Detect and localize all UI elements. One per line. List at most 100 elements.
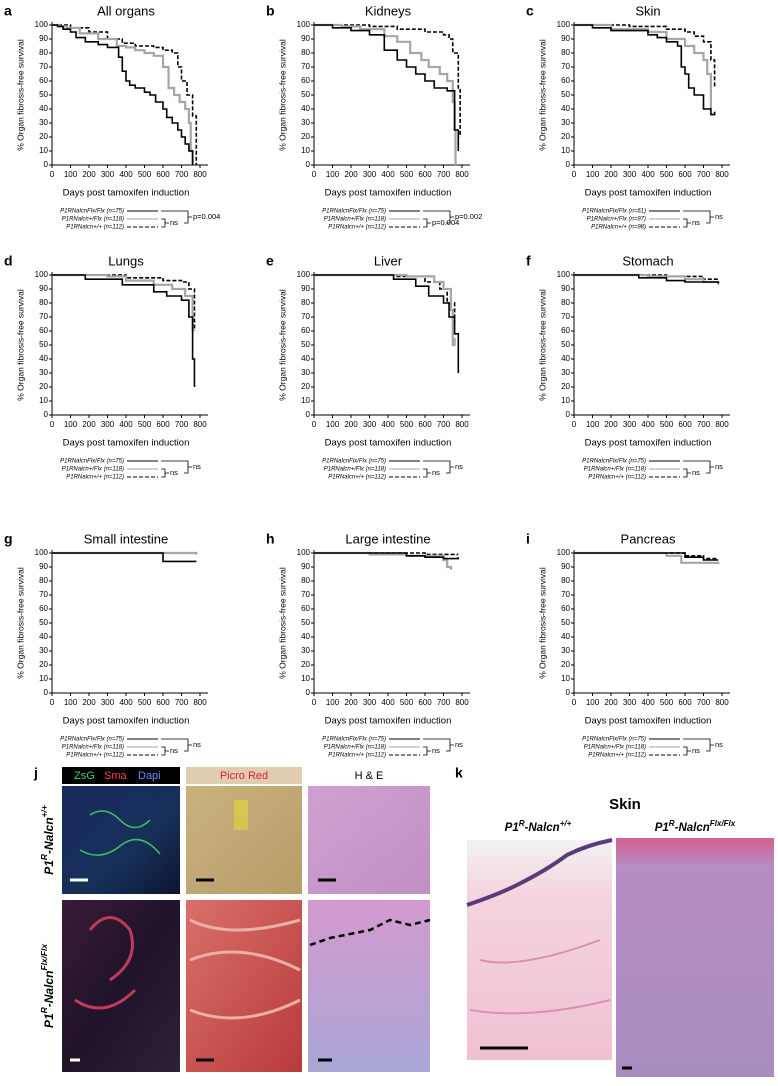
y-tick-label: 100	[557, 20, 571, 29]
y-tick-label: 20	[301, 132, 310, 141]
y-tick-label: 20	[301, 660, 310, 669]
y-tick-label: 80	[39, 298, 48, 307]
y-tick-label: 40	[561, 632, 570, 641]
x-tick-label: 800	[715, 698, 729, 707]
y-tick-label: 10	[301, 396, 310, 405]
bracket	[161, 218, 169, 228]
y-tick-label: 20	[561, 382, 570, 391]
x-tick-label: 300	[623, 698, 637, 707]
panel-label: f	[526, 253, 531, 269]
y-tick-label: 50	[39, 618, 48, 627]
legend-label: P1RNalcnFlx/Flx (n=75)	[322, 209, 386, 215]
y-tick-label: 30	[39, 118, 48, 127]
y-tick-label: 100	[35, 270, 49, 279]
y-tick-label: 40	[301, 354, 310, 363]
boundary-line	[309, 918, 431, 947]
y-tick-label: 30	[301, 368, 310, 377]
x-axis-label: Days post tamoxifen induction	[585, 716, 712, 727]
annotation: ns	[715, 740, 723, 749]
y-tick-label: 20	[301, 382, 310, 391]
axes	[51, 550, 208, 694]
chart-title: Stomach	[622, 253, 673, 268]
x-tick-label: 500	[660, 420, 674, 429]
bracket	[683, 468, 691, 478]
bracket	[161, 746, 169, 756]
x-tick-label: 100	[586, 420, 600, 429]
y-tick-label: 30	[561, 646, 570, 655]
y-tick-label: 50	[39, 90, 48, 99]
panel-label: k	[455, 765, 463, 781]
legend-label: P1RNalcn+/+ (n=112)	[328, 225, 386, 231]
x-tick-label: 700	[697, 698, 711, 707]
micrograph	[62, 900, 180, 1072]
y-tick-label: 0	[566, 160, 571, 169]
x-tick-label: 100	[64, 170, 78, 179]
x-tick-label: 800	[715, 170, 729, 179]
y-tick-label: 70	[561, 62, 570, 71]
x-tick-label: 300	[623, 170, 637, 179]
y-tick-label: 70	[561, 590, 570, 599]
y-tick-label: 20	[39, 132, 48, 141]
x-tick-label: 600	[418, 698, 432, 707]
x-tick-label: 600	[678, 698, 692, 707]
annotation: ns	[193, 740, 201, 749]
y-tick-label: 60	[39, 76, 48, 85]
bracket	[161, 738, 192, 752]
bracket	[423, 460, 454, 474]
y-tick-label: 80	[39, 48, 48, 57]
y-tick-label: 70	[561, 312, 570, 321]
y-axis-label: % Organ fibrosis-free survival	[277, 39, 287, 151]
text-part: P1	[42, 860, 56, 875]
x-axis-label: Days post tamoxifen induction	[325, 188, 452, 199]
x-tick-label: 800	[455, 698, 469, 707]
survival-line	[314, 273, 456, 347]
chart-title: Skin	[635, 3, 660, 18]
x-tick-label: 400	[641, 698, 655, 707]
legend-label: P1RNalcn+/+ (n=98)	[591, 225, 646, 231]
y-tick-label: 20	[39, 660, 48, 669]
x-tick-label: 500	[138, 420, 152, 429]
x-tick-label: 0	[50, 698, 55, 707]
x-tick-label: 0	[312, 420, 317, 429]
y-tick-label: 70	[39, 62, 48, 71]
x-axis-label: Days post tamoxifen induction	[63, 438, 190, 449]
bracket	[423, 210, 454, 224]
panel-title: Skin	[609, 796, 641, 813]
y-tick-label: 70	[301, 312, 310, 321]
legend-label: P1RNalcn+/Flx (n=118)	[62, 467, 124, 473]
x-tick-label: 300	[101, 698, 115, 707]
annotation: ns	[455, 740, 463, 749]
chart-title: Lungs	[108, 253, 144, 268]
legend-label: P1RNalcnFlx/Flx (n=75)	[582, 737, 646, 743]
column-label: P1R-NalcnFlx/Flx	[655, 819, 736, 834]
survival-line	[574, 274, 720, 284]
legend-label: P1RNalcn+/+ (n=112)	[66, 225, 124, 231]
legend-label: P1RNalcn+/+ (n=112)	[328, 475, 386, 481]
annotation: ns	[715, 462, 723, 471]
legend-label: P1RNalcnFlx/Flx (n=75)	[322, 459, 386, 465]
text-part: R	[39, 1007, 49, 1013]
y-tick-label: 100	[35, 548, 49, 557]
text-part: -Nalcn	[525, 822, 560, 834]
y-tick-label: 30	[301, 118, 310, 127]
x-tick-label: 400	[381, 420, 395, 429]
legend-label: P1RNalcn+/+ (n=112)	[328, 753, 386, 759]
row-label: P1R-Nalcn+/+	[39, 805, 56, 875]
y-tick-label: 90	[561, 34, 570, 43]
stain-label: Sma	[104, 770, 128, 782]
row-label: P1R-NalcnFlx/Flx	[39, 944, 56, 1028]
y-tick-label: 40	[39, 104, 48, 113]
annotation: p=0.002	[455, 212, 482, 221]
micrograph	[616, 838, 774, 1077]
x-tick-label: 400	[119, 170, 133, 179]
x-tick-label: 300	[363, 420, 377, 429]
x-axis-label: Days post tamoxifen induction	[63, 188, 190, 199]
x-tick-label: 0	[572, 420, 577, 429]
y-tick-label: 20	[561, 660, 570, 669]
y-tick-label: 70	[301, 590, 310, 599]
x-tick-label: 0	[312, 698, 317, 707]
legend-label: P1RNalcn+/+ (n=112)	[588, 475, 646, 481]
x-tick-label: 700	[697, 420, 711, 429]
survival-line	[574, 273, 720, 285]
survival-line	[52, 24, 198, 165]
